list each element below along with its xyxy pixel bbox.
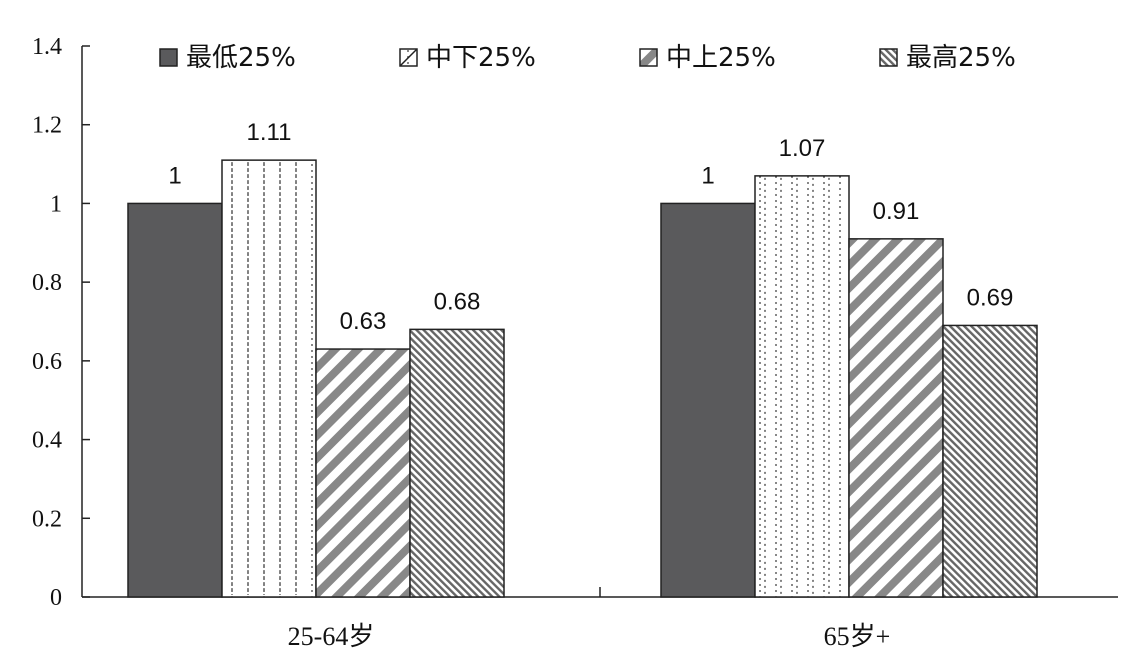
y-tick-label: 1	[50, 191, 62, 217]
data-label: 0.91	[873, 198, 920, 225]
legend-swatch-mark	[399, 48, 418, 67]
legend-label: 中上25%	[666, 43, 776, 73]
legend-swatch	[879, 48, 898, 67]
legend-label: 中下25%	[426, 43, 536, 73]
x-tick-label: 25-64岁	[288, 622, 375, 651]
bar	[848, 238, 944, 598]
bar	[409, 328, 505, 598]
bar	[942, 324, 1038, 598]
legend-swatch	[639, 48, 658, 67]
y-tick-label: 1.2	[32, 113, 62, 139]
y-tick-label: 0.6	[32, 349, 62, 375]
bars: 1 1.11 0.63 0.68 1 1.07 0.91 0.69	[127, 119, 1038, 598]
data-label: 1.11	[247, 119, 292, 146]
legend-swatch	[159, 48, 178, 67]
data-label: 0.69	[967, 284, 1014, 311]
data-label: 1	[701, 162, 714, 189]
y-tick-label: 0	[50, 585, 62, 611]
y-tick-label: 0.4	[32, 428, 62, 454]
y-tick-label: 0.2	[32, 506, 62, 532]
bar	[221, 159, 317, 598]
legend-label: 最高25%	[906, 43, 1016, 73]
bar	[315, 348, 411, 598]
legend-label: 最低25%	[186, 43, 296, 73]
data-label: 1	[168, 162, 181, 189]
data-label: 1.07	[779, 135, 826, 162]
legend: 最低25% 中下25% 中上25% 最高25%	[159, 43, 1016, 73]
data-label: 0.63	[340, 308, 387, 335]
bar	[660, 202, 756, 598]
x-tick-label: 65岁+	[824, 622, 891, 651]
y-tick-label: 1.4	[32, 34, 62, 60]
data-label: 0.68	[434, 288, 481, 315]
bar	[127, 202, 223, 598]
bar	[754, 175, 850, 598]
y-tick-label: 0.8	[32, 270, 62, 296]
